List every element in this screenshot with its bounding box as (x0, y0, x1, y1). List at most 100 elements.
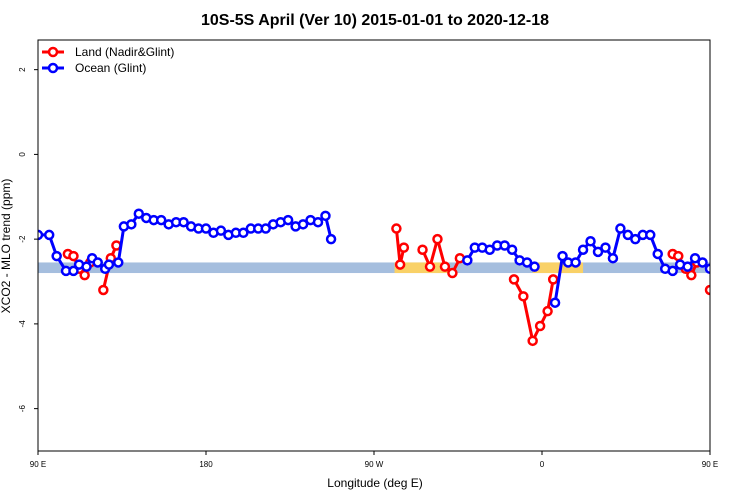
data-point (398, 242, 410, 253)
x-tick-label: 90 E (702, 460, 718, 469)
y-tick-label: -2 (18, 235, 27, 243)
data-point (721, 263, 729, 271)
series-line (553, 227, 710, 303)
data-point (325, 233, 337, 245)
data-point (527, 335, 538, 347)
series-ocean (38, 208, 750, 308)
y-tick-label: -6 (18, 405, 27, 413)
data-point (499, 240, 510, 251)
x-axis: 90 E 180 90 W 0 90 E (30, 451, 718, 469)
data-point (92, 257, 103, 268)
legend-label: Land (Nadir&Glint) (75, 45, 174, 59)
data-point (697, 257, 708, 268)
data-point (68, 250, 79, 262)
data-point (391, 223, 402, 234)
data-point (542, 305, 553, 317)
data-point (686, 269, 697, 281)
data-point (518, 291, 529, 302)
band-base (38, 262, 710, 274)
data-point (534, 320, 546, 332)
series-line (708, 283, 710, 290)
x-axis-label: Longitude (deg E) (327, 476, 422, 490)
y-tick-label: 2 (18, 67, 27, 72)
series-layer (38, 208, 750, 347)
data-point (600, 242, 611, 253)
data-point (133, 208, 145, 219)
data-point (645, 229, 656, 241)
data-point (238, 227, 249, 239)
data-point (113, 257, 124, 268)
data-point (673, 250, 684, 262)
data-point (652, 248, 663, 260)
data-point (126, 219, 137, 230)
data-point (743, 210, 750, 218)
data-point (447, 267, 458, 279)
y-axis: 2 0 -2 -4 -6 (18, 67, 38, 412)
data-point (38, 229, 44, 241)
data-point (713, 254, 721, 262)
x-tick-label: 180 (199, 460, 213, 469)
data-point (704, 284, 710, 296)
data-point (713, 261, 721, 269)
data-point (585, 236, 596, 247)
data-point (81, 261, 92, 272)
data-point (51, 250, 62, 262)
data-point (79, 269, 90, 281)
data-point (549, 297, 561, 308)
data-point (424, 261, 436, 272)
data-point (439, 261, 451, 272)
data-point (521, 257, 533, 268)
data-point (667, 265, 678, 277)
data-point (462, 255, 473, 266)
data-point (689, 252, 701, 264)
data-point (736, 220, 744, 228)
data-point (506, 244, 518, 255)
x-tick-label: 90 W (365, 460, 384, 469)
data-point (417, 244, 428, 255)
data-point (484, 244, 495, 255)
data-point (103, 259, 115, 270)
data-point (682, 261, 693, 272)
y-tick-label: 0 (18, 152, 27, 157)
data-point (260, 223, 271, 234)
data-point (320, 210, 331, 222)
legend-label: Ocean (Glint) (75, 61, 146, 75)
series-land (62, 223, 727, 347)
data-point (704, 263, 710, 275)
data-point (728, 222, 736, 230)
data-point (570, 257, 581, 268)
data-point (557, 250, 568, 262)
band-highlight (532, 262, 584, 274)
data-point (615, 223, 626, 234)
chart-title: 10S-5S April (Ver 10) 2015-01-01 to 2020… (201, 12, 549, 29)
data-point (215, 225, 227, 236)
data-point (297, 219, 309, 230)
data-point (200, 223, 212, 234)
band-highlight (394, 262, 449, 274)
data-point (98, 284, 109, 296)
legend-swatch-marker (47, 62, 59, 74)
y-tick-label: -4 (18, 320, 27, 328)
data-point (719, 242, 727, 250)
legend: Land (Nadir&Glint) Ocean (Glint) (42, 45, 174, 75)
x-tick-label: 90 E (30, 460, 46, 469)
data-point (529, 261, 540, 272)
data-point (432, 233, 443, 245)
data-point (622, 229, 634, 241)
data-point (508, 274, 520, 285)
data-point (394, 259, 406, 270)
y-axis-label: XCO2 - MLO trend (ppm) (0, 179, 13, 314)
data-point (312, 216, 324, 228)
data-point (43, 229, 55, 241)
data-point (68, 265, 79, 277)
data-point (282, 214, 294, 226)
data-point (178, 216, 189, 228)
data-point (547, 274, 559, 285)
x-tick-label: 0 (540, 460, 545, 469)
reference-band (38, 262, 710, 274)
data-point (630, 233, 641, 245)
data-point (577, 244, 589, 255)
data-point (592, 246, 604, 258)
data-point (607, 252, 619, 264)
